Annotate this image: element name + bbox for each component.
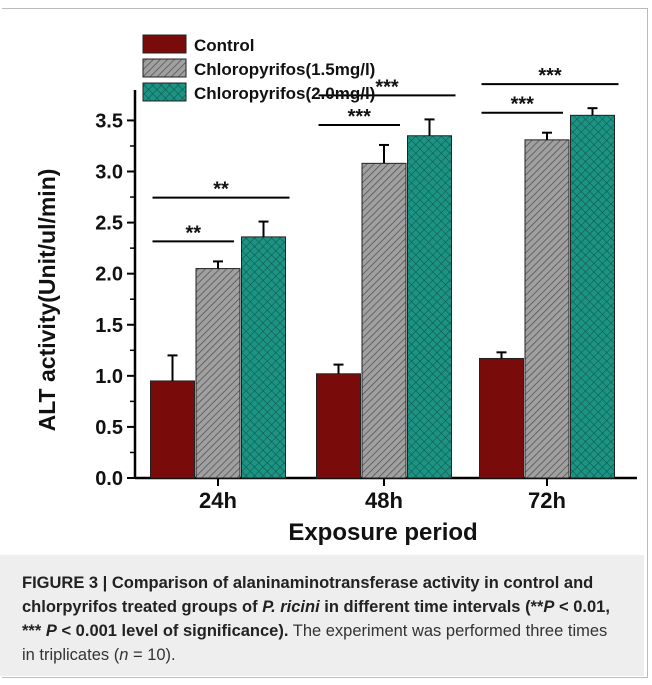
bar (241, 236, 286, 479)
caption-p2: P (45, 622, 57, 640)
y-tick-label: 2.5 (95, 213, 123, 235)
significance-marker: *** (348, 106, 372, 128)
bar (316, 373, 361, 479)
caption-n-text: = 10). (128, 646, 176, 664)
significance-marker: *** (375, 76, 399, 98)
caption-p1: P (543, 598, 555, 616)
y-tick-label: 0.5 (95, 417, 123, 439)
bar (407, 135, 452, 479)
y-tick-label: 2.0 (95, 264, 123, 286)
caption-n: n (119, 646, 129, 664)
caption-p2-text: < 0.001 level of significance). (56, 622, 289, 640)
y-tick-label: 1.5 (95, 315, 123, 337)
figure-caption: FIGURE 3 | Comparison of alaninaminotran… (22, 571, 622, 667)
figure-frame (2, 8, 648, 678)
legend-swatch (142, 34, 187, 54)
y-axis-label: ALT activity(Unit/ul/min) (34, 169, 60, 432)
bar (361, 162, 407, 479)
legend-swatch (142, 58, 187, 78)
legend-swatch (142, 82, 187, 102)
caption-p1-text: < 0.01, *** (22, 598, 610, 640)
x-tick-label: 48h (365, 488, 403, 513)
bar (195, 268, 241, 479)
y-tick-label: 3.0 (95, 162, 123, 184)
bar (570, 114, 615, 479)
legend-label: Control (194, 36, 254, 55)
significance-marker: *** (511, 94, 535, 116)
legend-label: Chloropyrifos(1.5mg/l) (194, 60, 375, 79)
x-tick-label: 72h (528, 488, 566, 513)
x-axis-label: Exposure period (288, 519, 477, 546)
legend-label: Chloropyrifos(2.0mg/l) (194, 84, 375, 103)
caption-label: FIGURE 3 | Comparison of alaninaminotran… (22, 574, 594, 616)
bar (479, 357, 524, 479)
significance-marker: *** (538, 65, 562, 87)
caption-box: FIGURE 3 | Comparison of alaninaminotran… (0, 555, 644, 676)
bar (524, 139, 570, 479)
bar (150, 380, 195, 479)
y-tick-label: 0.0 (95, 468, 123, 490)
significance-marker: ** (213, 179, 229, 201)
significance-marker: ** (185, 222, 201, 244)
y-tick-label: 3.5 (95, 110, 123, 132)
caption-body: The experiment was performed three times… (22, 622, 608, 664)
caption-label-cont: in different time intervals (** (319, 598, 544, 616)
y-tick-label: 1.0 (95, 366, 123, 388)
caption-species: P. ricini (262, 598, 320, 616)
x-tick-label: 24h (199, 488, 237, 513)
